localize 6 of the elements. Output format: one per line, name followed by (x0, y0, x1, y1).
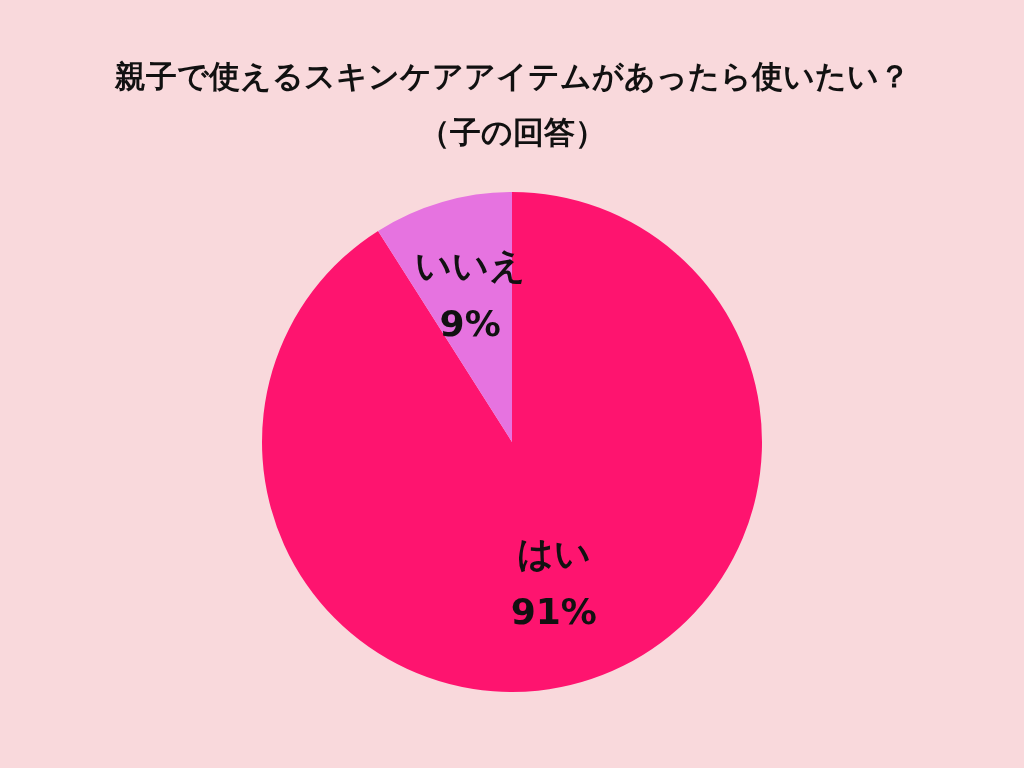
data-label: 9% (439, 303, 501, 345)
chart-title: 親子で使えるスキンケアアイテムがあったら使いたい？ (113, 57, 911, 96)
chart-subtitle: （子の回答） (417, 113, 607, 152)
slice-label: いいえ (414, 245, 526, 287)
data-label: 91% (510, 591, 597, 633)
slice-label: はい (516, 533, 591, 575)
